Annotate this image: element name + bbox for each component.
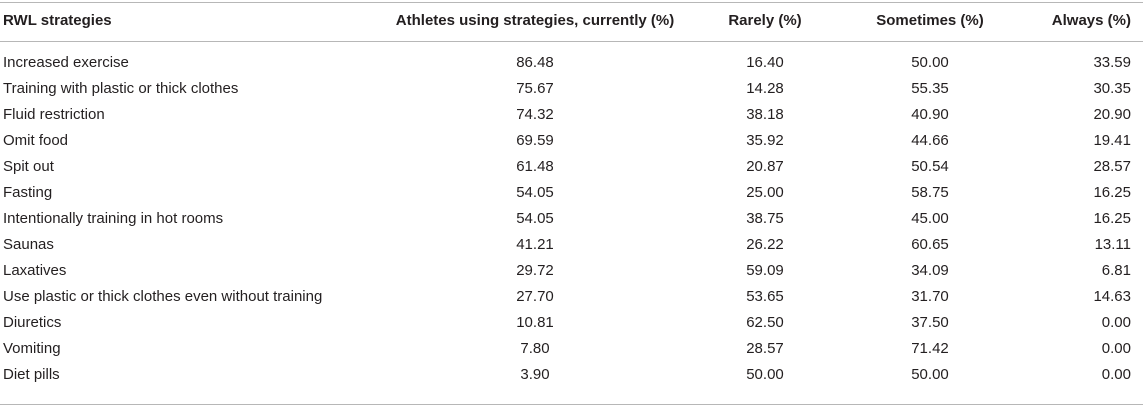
sometimes-cell: 58.75 [911, 184, 949, 201]
sometimes-cell: 50.54 [911, 158, 949, 175]
sometimes-cell: 40.90 [911, 106, 949, 123]
athletes-using-cell: 10.81 [516, 314, 554, 331]
table-row: Use plastic or thick clothes even withou… [0, 288, 1143, 314]
sometimes-cell: 45.00 [911, 210, 949, 227]
table-row: Saunas 41.21 26.22 60.65 13.11 [0, 236, 1143, 262]
always-cell: 0.00 [1101, 366, 1131, 383]
header-athletes-using: Athletes using strategies, currently (%) [395, 12, 675, 29]
strategy-cell: Omit food [3, 132, 69, 149]
rarely-cell: 59.09 [746, 262, 784, 279]
sometimes-cell: 50.00 [911, 366, 949, 383]
header-always: Always (%) [1051, 12, 1131, 29]
strategy-cell: Saunas [3, 236, 54, 253]
header-sometimes: Sometimes (%) [876, 12, 984, 29]
table-row: Intentionally training in hot rooms 54.05… [0, 210, 1143, 236]
athletes-using-cell: 74.32 [516, 106, 554, 123]
table-top-rule [0, 2, 1143, 3]
athletes-using-cell: 41.21 [516, 236, 554, 253]
strategy-cell: Vomiting [3, 340, 61, 357]
sometimes-cell: 60.65 [911, 236, 949, 253]
sometimes-cell: 31.70 [911, 288, 949, 305]
header-rarely: Rarely (%) [728, 12, 802, 29]
athletes-using-cell: 86.48 [516, 54, 554, 71]
always-cell: 33.59 [1093, 54, 1131, 71]
sometimes-cell: 55.35 [911, 80, 949, 97]
rarely-cell: 38.75 [746, 210, 784, 227]
rarely-cell: 28.57 [746, 340, 784, 357]
always-cell: 16.25 [1093, 210, 1131, 227]
sometimes-cell: 50.00 [911, 54, 949, 71]
always-cell: 6.81 [1101, 262, 1131, 279]
always-cell: 16.25 [1093, 184, 1131, 201]
athletes-using-cell: 29.72 [516, 262, 554, 279]
rarely-cell: 20.87 [746, 158, 784, 175]
strategy-cell: Fluid restriction [3, 106, 105, 123]
athletes-using-cell: 61.48 [516, 158, 554, 175]
always-cell: 19.41 [1093, 132, 1131, 149]
strategy-cell: Fasting [3, 184, 53, 201]
always-cell: 14.63 [1093, 288, 1131, 305]
rarely-cell: 14.28 [746, 80, 784, 97]
strategy-cell: Intentionally training in hot rooms [3, 210, 224, 227]
always-cell: 30.35 [1093, 80, 1131, 97]
always-cell: 28.57 [1093, 158, 1131, 175]
table-row: Spit out 61.48 20.87 50.54 28.57 [0, 158, 1143, 184]
rarely-cell: 53.65 [746, 288, 784, 305]
table-row: Training with plastic or thick clothes 75… [0, 80, 1143, 106]
sometimes-cell: 44.66 [911, 132, 949, 149]
strategy-cell: Diet pills [3, 366, 60, 383]
table-row: Fluid restriction 74.32 38.18 40.90 20.90 [0, 106, 1143, 132]
rarely-cell: 35.92 [746, 132, 784, 149]
always-cell: 0.00 [1101, 340, 1131, 357]
rarely-cell: 50.00 [746, 366, 784, 383]
strategy-cell: Use plastic or thick clothes even withou… [3, 288, 323, 305]
table-bottom-rule [0, 404, 1143, 405]
sometimes-cell: 37.50 [911, 314, 949, 331]
athletes-using-cell: 69.59 [516, 132, 554, 149]
strategy-cell: Spit out [3, 158, 54, 175]
table-row: Increased exercise 86.48 16.40 50.00 33.59 [0, 54, 1143, 80]
strategy-cell: Diuretics [3, 314, 62, 331]
sometimes-cell: 34.09 [911, 262, 949, 279]
table-row: Fasting 54.05 25.00 58.75 16.25 [0, 184, 1143, 210]
table-row: Omit food 69.59 35.92 44.66 19.41 [0, 132, 1143, 158]
athletes-using-cell: 27.70 [516, 288, 554, 305]
table-row: Diuretics 10.81 62.50 37.50 0.00 [0, 314, 1143, 340]
table-row: Diet pills 3.90 50.00 50.00 0.00 [0, 366, 1143, 392]
table-row: Vomiting 7.80 28.57 71.42 0.00 [0, 340, 1143, 366]
table-body: Increased exercise 86.48 16.40 50.00 33.59 Tr… [0, 54, 1143, 392]
athletes-using-cell: 54.05 [516, 210, 554, 227]
header-rwl-strategies: RWL strategies [3, 12, 112, 29]
rarely-cell: 16.40 [746, 54, 784, 71]
strategy-cell: Training with plastic or thick clothes [3, 80, 239, 97]
strategy-cell: Increased exercise [3, 54, 129, 71]
always-cell: 20.90 [1093, 106, 1131, 123]
always-cell: 0.00 [1101, 314, 1131, 331]
table-row: Laxatives 29.72 59.09 34.09 6.81 [0, 262, 1143, 288]
table-header-rule [0, 41, 1143, 42]
strategy-cell: Laxatives [3, 262, 67, 279]
table-header-row: RWL strategies Athletes using strategies… [0, 2, 1143, 41]
athletes-using-cell: 75.67 [516, 80, 554, 97]
rarely-cell: 38.18 [746, 106, 784, 123]
athletes-using-cell: 54.05 [516, 184, 554, 201]
rarely-cell: 62.50 [746, 314, 784, 331]
rarely-cell: 26.22 [746, 236, 784, 253]
rarely-cell: 25.00 [746, 184, 784, 201]
athletes-using-cell: 3.90 [520, 366, 550, 383]
athletes-using-cell: 7.80 [520, 340, 550, 357]
always-cell: 13.11 [1094, 236, 1131, 253]
sometimes-cell: 71.42 [911, 340, 949, 357]
